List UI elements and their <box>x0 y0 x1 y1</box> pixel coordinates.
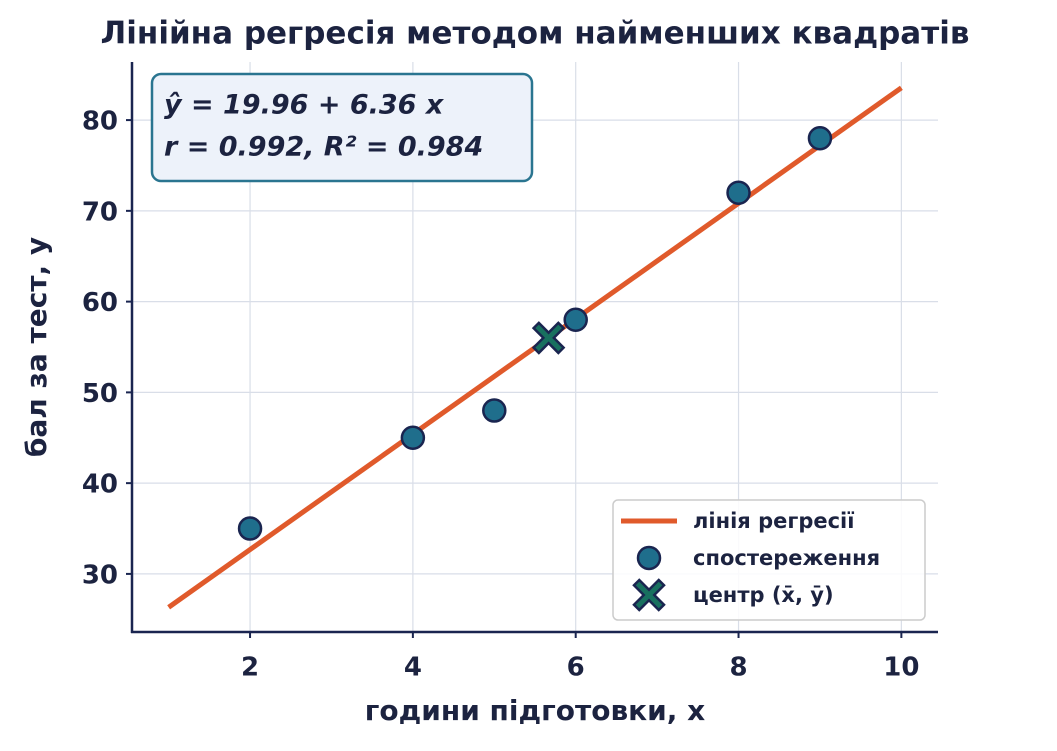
y-tick-label: 40 <box>82 470 118 500</box>
legend: лінія регресії спостереження центр (x̄, ȳ) <box>612 499 926 621</box>
y-tick-label: 60 <box>82 288 118 318</box>
x-tick-label: 6 <box>567 653 585 683</box>
annotation: r = 0.992, R² = 0.984 <box>164 132 483 163</box>
chart-title: Лінійна регресія методом найменших квадр… <box>101 16 970 52</box>
point <box>237 516 263 541</box>
center-marker <box>531 321 566 355</box>
point <box>563 307 588 333</box>
legend-box <box>612 499 926 621</box>
legend-swatch <box>632 578 666 612</box>
annotation-box <box>150 72 534 183</box>
y-tick-label: 50 <box>82 379 118 409</box>
x-tick-label: 2 <box>241 653 259 683</box>
point <box>482 398 507 423</box>
grid <box>132 62 938 632</box>
point <box>400 425 426 451</box>
y-axis-label: бал за тест, y <box>20 237 53 457</box>
legend-label: центр (x̄, ȳ) <box>693 583 834 607</box>
x-tick-label: 4 <box>404 653 422 683</box>
annotation: ŷ = 19.96 + 6.36 x <box>164 90 445 121</box>
y-tick-label: 70 <box>82 197 118 227</box>
point <box>807 125 833 151</box>
point <box>726 180 751 205</box>
x-axis-label: години підготовки, x <box>365 694 705 727</box>
plot-area <box>167 85 903 610</box>
x-tick-label: 10 <box>883 653 919 683</box>
legend-label: лінія регресії <box>693 509 854 533</box>
y-tick-label: 30 <box>82 560 118 590</box>
y-tick-label: 80 <box>82 107 118 137</box>
legend-label: спостереження <box>693 546 880 570</box>
legend-swatch <box>636 545 662 571</box>
x-tick-label: 8 <box>729 653 747 683</box>
